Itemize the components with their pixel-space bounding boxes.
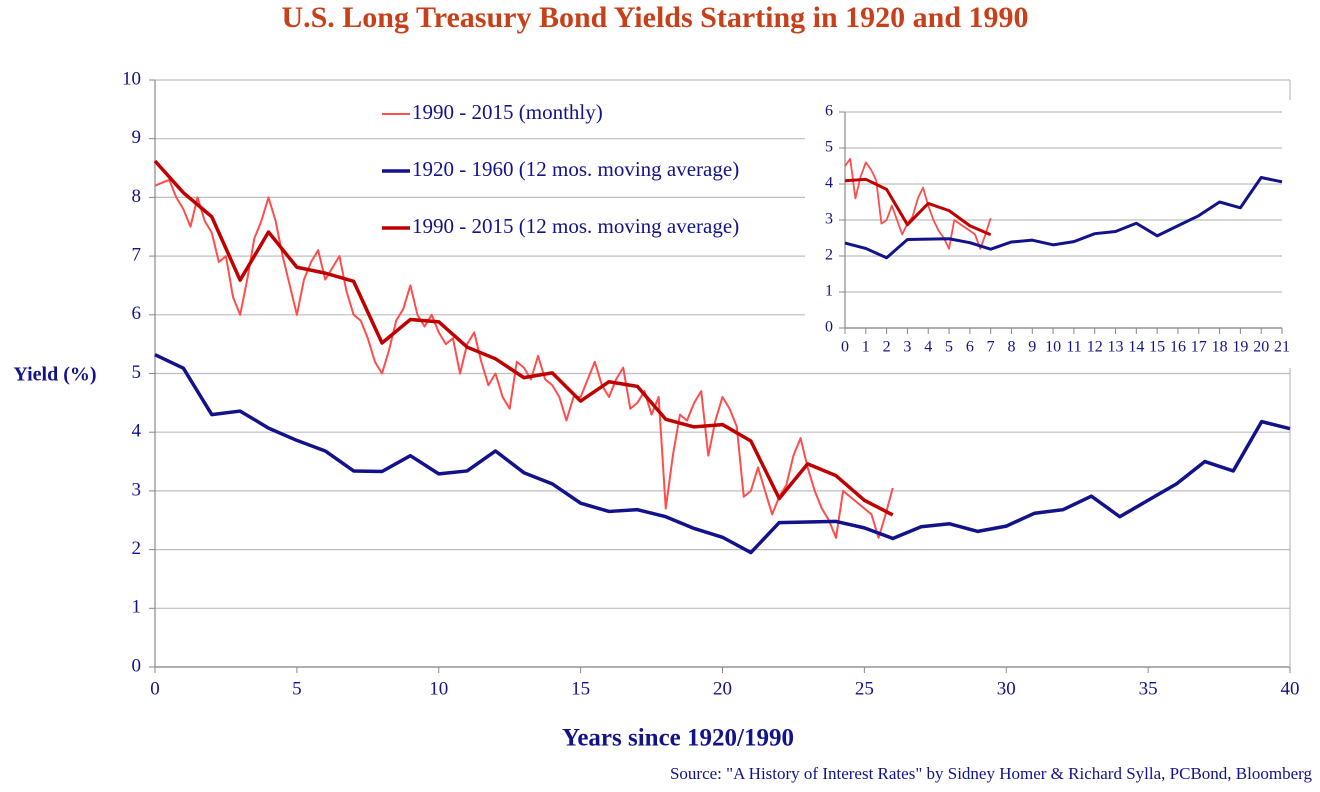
x-tick-label: 15 — [571, 678, 590, 699]
y-tick-label: 6 — [825, 103, 833, 120]
y-axis-label: Yield (%) — [13, 364, 96, 386]
y-tick-label: 7 — [132, 244, 142, 265]
x-tick-label: 7 — [987, 339, 995, 356]
x-tick-label: 17 — [1191, 339, 1207, 356]
x-tick-label: 6 — [966, 339, 974, 356]
x-tick-label: 16 — [1170, 339, 1186, 356]
series-line — [844, 176, 1283, 260]
series-line — [154, 178, 894, 539]
x-tick-label: 10 — [1045, 339, 1061, 356]
x-tick-label: 12 — [1087, 339, 1103, 356]
x-tick-label: 1 — [862, 339, 870, 356]
y-tick-label: 10 — [122, 68, 141, 89]
x-tick-label: 18 — [1212, 339, 1228, 356]
y-tick-label: 8 — [132, 186, 142, 207]
x-tick-label: 0 — [150, 678, 160, 699]
x-tick-label: 8 — [1007, 339, 1015, 356]
x-tick-label: 20 — [1253, 339, 1269, 356]
legend-label: 1990 - 2015 (monthly) — [412, 100, 603, 124]
y-tick-label: 4 — [132, 421, 142, 442]
y-tick-label: 2 — [132, 538, 142, 559]
chart-title: U.S. Long Treasury Bond Yields Starting … — [281, 1, 1028, 34]
x-tick-label: 2 — [883, 339, 891, 356]
x-tick-label: 5 — [945, 339, 953, 356]
x-tick-label: 0 — [841, 339, 849, 356]
y-tick-label: 3 — [132, 479, 142, 500]
series-line — [844, 177, 992, 237]
x-tick-label: 30 — [997, 678, 1016, 699]
x-axis-label: Years since 1920/1990 — [562, 725, 794, 752]
series-line — [844, 157, 992, 250]
y-tick-label: 1 — [132, 597, 142, 618]
y-tick-label: 1 — [825, 283, 833, 300]
x-tick-label: 4 — [924, 339, 932, 356]
x-tick-label: 15 — [1149, 339, 1165, 356]
x-tick-label: 25 — [855, 678, 874, 699]
series-line — [154, 353, 1291, 555]
y-tick-label: 4 — [825, 175, 833, 192]
y-tick-label: 0 — [132, 655, 142, 676]
x-tick-label: 13 — [1108, 339, 1124, 356]
legend-label: 1990 - 2015 (12 mos. moving average) — [412, 214, 739, 238]
y-tick-label: 6 — [132, 303, 142, 324]
x-tick-label: 3 — [903, 339, 911, 356]
legend-label: 1920 - 1960 (12 mos. moving average) — [412, 157, 739, 181]
y-tick-label: 5 — [132, 362, 142, 383]
y-tick-label: 9 — [132, 127, 142, 148]
x-tick-label: 5 — [292, 678, 302, 699]
x-tick-label: 11 — [1066, 339, 1081, 356]
y-tick-label: 3 — [825, 211, 833, 228]
x-tick-label: 35 — [1139, 678, 1158, 699]
x-tick-label: 40 — [1281, 678, 1300, 699]
y-tick-label: 5 — [825, 139, 833, 156]
x-tick-label: 14 — [1128, 339, 1144, 356]
x-tick-label: 21 — [1274, 339, 1290, 356]
series-line — [153, 159, 894, 517]
y-tick-label: 0 — [825, 319, 833, 336]
y-tick-label: 2 — [825, 247, 833, 264]
x-tick-label: 10 — [429, 678, 448, 699]
x-tick-label: 9 — [1028, 339, 1036, 356]
x-tick-label: 19 — [1232, 339, 1248, 356]
inset-background — [805, 100, 1305, 368]
source-note: Source: "A History of Interest Rates" by… — [670, 764, 1313, 783]
x-tick-label: 20 — [713, 678, 732, 699]
